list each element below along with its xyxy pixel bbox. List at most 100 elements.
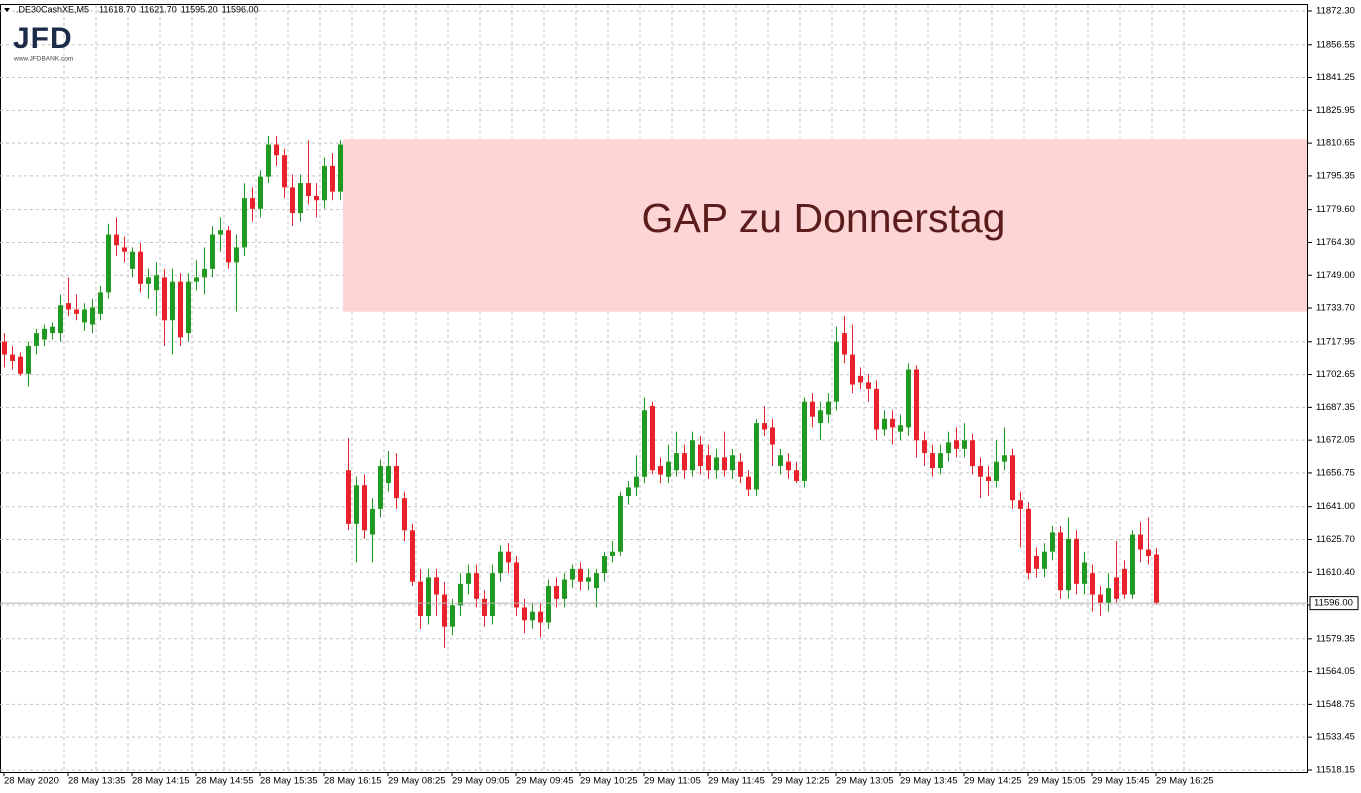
candle-body [482,598,487,616]
candle-body [1114,577,1119,599]
candle-body [962,440,967,449]
candle-body [210,234,215,269]
y-tick-label: 11702.65 [1316,369,1355,380]
candle-body [274,144,279,156]
candle-body [954,440,959,449]
candle-body [594,573,599,589]
candle-body [658,465,663,475]
x-tick-label: 29 May 09:05 [452,776,510,787]
candle-body [1130,534,1135,595]
y-tick-label: 11764.30 [1316,237,1355,248]
candle-body [18,356,23,374]
candle-body [258,176,263,209]
candle-body [74,309,79,314]
x-tick-label: 29 May 12:25 [772,776,830,787]
candle-body [338,144,343,192]
candle-body [402,498,407,531]
candle-body [410,530,415,582]
candle-body [1026,508,1031,574]
candle-body [906,369,911,428]
candle-body [250,198,255,209]
candle-body [514,562,519,608]
candles [2,135,1159,649]
candle-body [746,476,751,490]
axis: 11872.30 11856.55 11841.25 11825.95 11810.65… [0,6,1359,787]
candle-body [850,354,855,385]
candle-body [786,461,791,471]
candle-body [114,234,119,246]
y-tick-label: 11533.45 [1316,732,1355,743]
candle-body [90,307,95,325]
x-tick-label: 28 May 2020 [4,776,59,787]
candle-body [234,247,239,263]
header: .DE30CashXE,M5 11618.70 11621.70 11595.20 11… [16,5,259,15]
candle-body [66,303,71,310]
candle-body [394,465,399,499]
candle-body [650,405,655,471]
candle-body [1146,549,1151,556]
candle-body [874,388,879,430]
candle-body [98,292,103,314]
candle-body [242,198,247,248]
candle-body [1010,455,1015,501]
candle-body [370,508,375,535]
candle-body [802,401,807,481]
candle-body [754,423,759,490]
y-tick-label: 11656.75 [1316,467,1355,478]
last-price-label: 11596.00 [1314,598,1353,609]
candle-body [1042,551,1047,569]
candle-body [434,577,439,595]
candle-body [690,440,695,471]
candle-body [106,234,111,293]
candle-body [418,581,423,616]
candle-body [186,281,191,334]
y-tick-label: 11579.35 [1316,633,1355,644]
x-tick-label: 29 May 14:25 [964,776,1022,787]
candle-body [1034,555,1039,569]
candle-body [1154,554,1159,604]
candle-body [442,594,447,627]
candle-body [2,341,7,355]
candle-body [498,551,503,574]
candle-body [946,442,951,454]
candle-body [778,455,783,466]
y-tick-label: 11687.35 [1316,402,1355,413]
candle-body [354,485,359,524]
candle-body [722,457,727,471]
candle-body [50,326,55,334]
candle-body [154,275,159,291]
candle-body [130,251,135,269]
candle-body [890,418,895,428]
candle-body [450,605,455,627]
y-tick-label: 11872.30 [1316,6,1355,17]
candle-body [1138,534,1143,550]
candle-body [1002,455,1007,462]
y-tick-label: 11825.95 [1316,105,1355,116]
y-tick-label: 11749.00 [1316,270,1355,281]
candle-body [522,607,527,621]
plot-frame [0,4,1308,773]
candle-body [610,551,615,556]
candle-body [170,281,175,321]
candle-body [386,465,391,484]
x-tick-label: 28 May 14:15 [132,776,190,787]
y-tick-label: 11610.40 [1316,567,1355,578]
annotation: GAP zu Donnerstag [642,195,1006,241]
candle-body [938,453,943,469]
candle-body [306,183,311,196]
candle-body [642,410,647,477]
candle-body [866,382,871,389]
y-tick-label: 11548.75 [1316,699,1355,710]
candle-body [842,333,847,355]
candle-body [930,453,935,469]
candle-body [762,423,767,430]
x-tick-label: 29 May 10:25 [580,776,638,787]
candle-body [810,401,815,417]
candle-body [970,440,975,466]
candle-body [562,579,567,599]
candle-body [626,487,631,496]
candle-body [362,485,367,531]
candle-body [10,354,15,361]
candle-body [554,585,559,599]
